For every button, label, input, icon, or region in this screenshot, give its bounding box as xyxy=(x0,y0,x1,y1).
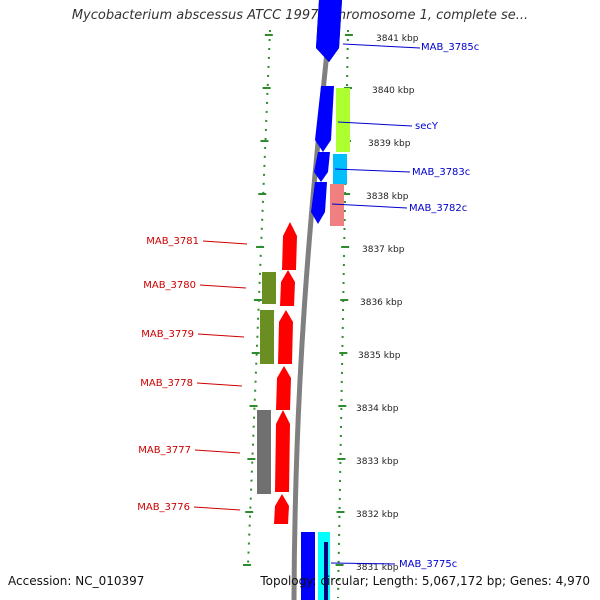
right-gene-leader xyxy=(342,43,421,49)
left-gene-labels: MAB_3781 MAB_3780 MAB_3779 MAB_3778 MAB_3777… xyxy=(137,236,248,513)
left-gene-label[interactable]: MAB_3778 xyxy=(140,378,193,389)
feature-mab3784 xyxy=(315,86,334,152)
kbp-label: 3836 kbp xyxy=(360,298,403,308)
kbp-label: 3837 kbp xyxy=(362,245,405,255)
left-features xyxy=(257,222,297,524)
right-gene-leader xyxy=(331,203,408,209)
feature-mab3781 xyxy=(282,222,297,270)
left-gene-label[interactable]: MAB_3779 xyxy=(141,329,194,340)
feature-mab3783c xyxy=(314,152,330,182)
left-gene-leader xyxy=(193,506,241,511)
right-gene-label[interactable]: MAB_3782c xyxy=(409,203,467,214)
kbp-label: 3841 kbp xyxy=(376,34,419,44)
feature-pink xyxy=(330,184,344,226)
left-gene-leader xyxy=(196,382,243,387)
right-gene-leader xyxy=(330,562,396,565)
left-gene-label[interactable]: MAB_3781 xyxy=(146,236,199,247)
feature-mab3778 xyxy=(276,366,291,410)
left-gene-leader xyxy=(197,333,245,338)
topology-label: Topology: circular; Length: 5,067,172 bp… xyxy=(260,574,590,588)
left-gene-label[interactable]: MAB_3776 xyxy=(137,502,190,513)
feature-olive-1 xyxy=(262,272,276,304)
feature-mab3777 xyxy=(275,410,290,492)
kbp-label: 3832 kbp xyxy=(356,510,399,520)
feature-mab3779 xyxy=(278,310,293,364)
right-gene-label[interactable]: MAB_3785c xyxy=(421,42,479,53)
right-gene-label[interactable]: MAB_3783c xyxy=(412,167,470,178)
feature-mab3775c-navy xyxy=(324,542,328,600)
kbp-label: 3834 kbp xyxy=(356,404,399,414)
accession-label: Accession: NC_010397 xyxy=(8,574,145,588)
left-gene-leader xyxy=(194,449,241,454)
right-gene-leader xyxy=(334,168,411,173)
feature-secy xyxy=(336,88,350,152)
feature-mab3776 xyxy=(274,494,289,524)
left-gene-leader xyxy=(202,240,248,245)
feature-olive-2 xyxy=(260,310,274,364)
chromosome-backbone xyxy=(291,0,335,600)
left-gene-label[interactable]: MAB_3780 xyxy=(143,280,196,291)
right-gene-leader xyxy=(337,121,413,127)
kbp-label: 3840 kbp xyxy=(372,86,415,96)
feature-gray xyxy=(257,410,271,494)
feature-mab3780 xyxy=(280,270,295,306)
kbp-label: 3839 kbp xyxy=(368,139,411,149)
kbp-label: 3838 kbp xyxy=(366,192,409,202)
left-gene-leader xyxy=(199,284,247,289)
kbp-label: 3835 kbp xyxy=(358,351,401,361)
kbp-labels: 3841 kbp 3840 kbp 3839 kbp 3838 kbp 3837 kbp… xyxy=(356,34,419,573)
map-title: Mycobacterium abscessus ATCC 19977 chrom… xyxy=(71,8,529,23)
right-gene-label[interactable]: MAB_3775c xyxy=(399,559,457,570)
feature-mab3782c xyxy=(311,182,327,224)
kbp-label: 3831 kbp xyxy=(356,563,399,573)
right-gene-labels: MAB_3785c secY MAB_3783c MAB_3782c MAB_3775c xyxy=(330,42,479,570)
feature-mab3775c-blue xyxy=(301,532,315,600)
kbp-label: 3833 kbp xyxy=(356,457,399,467)
left-gene-label[interactable]: MAB_3777 xyxy=(138,445,191,456)
right-gene-label[interactable]: secY xyxy=(415,121,439,132)
